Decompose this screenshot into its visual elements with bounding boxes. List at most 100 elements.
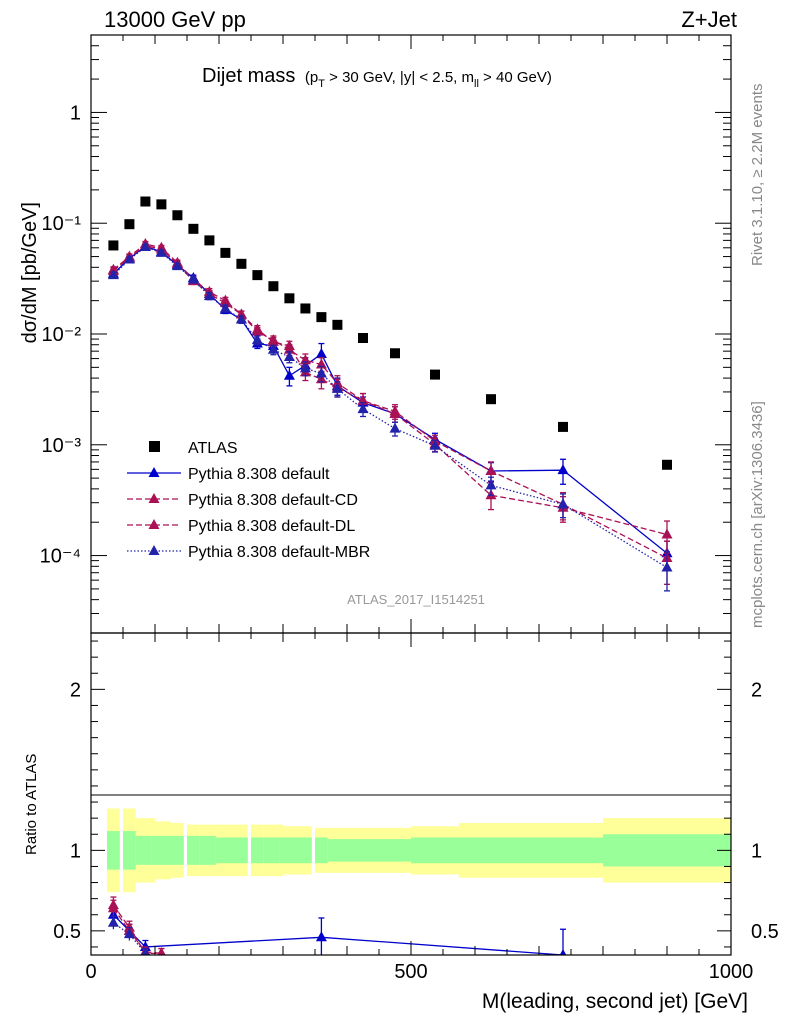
- x-tick-label: 0: [85, 961, 96, 983]
- main-panel: 1 10⁻¹ 10⁻² 10⁻³ 10⁻⁴: [40, 34, 732, 634]
- legend: ATLAS Pythia 8.308 default Pythia 8.308 de…: [127, 440, 370, 561]
- ratio-y-tick-label: 0.5: [53, 921, 81, 943]
- data-point: [155, 246, 167, 257]
- legend-item: Pythia 8.308 default-DL: [127, 518, 355, 535]
- uncertainty-band-inner: [379, 839, 411, 862]
- data-point: [284, 293, 295, 304]
- data-point: [204, 235, 215, 246]
- data-point: [107, 269, 119, 280]
- uncertainty-band-inner: [459, 837, 523, 864]
- data-point: [429, 439, 441, 450]
- uncertainty-band-inner: [263, 837, 283, 864]
- legend-label: Pythia 8.308 default-MBR: [188, 544, 370, 561]
- data-point: [486, 394, 496, 405]
- data-point: [267, 343, 279, 354]
- data-point: [661, 561, 673, 572]
- data-point: [139, 240, 151, 251]
- ratio-series-2: [107, 896, 166, 955]
- rivet-label: Rivet 3.1.10, ≥ 2.2M events: [749, 84, 766, 267]
- ratio-point: [157, 947, 166, 955]
- y-tick-label: 10⁻³: [42, 435, 82, 457]
- uncertainty-band-inner: [107, 831, 120, 870]
- data-point: [315, 347, 327, 358]
- ratio-frame: [90, 632, 732, 956]
- title-cut-1: (p: [305, 69, 318, 86]
- data-point: [188, 223, 199, 234]
- ratio-y-tick-label: 2: [70, 679, 81, 701]
- legend-label: Pythia 8.308 default-CD: [188, 492, 358, 509]
- chart-title-main: Dijet mass: [202, 65, 295, 87]
- data-point: [172, 210, 183, 221]
- x-tick-label: 500: [394, 961, 427, 983]
- x-axis-label: M(leading, second jet) [GeV]: [482, 990, 748, 1013]
- data-point: [315, 367, 327, 378]
- data-point: [316, 312, 327, 323]
- uncertainty-band-inner: [347, 839, 379, 862]
- title-cut-1-sub: T: [318, 78, 325, 90]
- data-point: [389, 422, 401, 433]
- data-point: [220, 247, 231, 258]
- data-point: [124, 219, 135, 230]
- analysis-tag: ATLAS_2017_I1514251: [347, 592, 485, 607]
- uncertainty-band-inner: [151, 835, 171, 865]
- data-point: [187, 273, 199, 284]
- uncertainty-band-inner: [523, 837, 603, 864]
- ratio-y-tick-label: 1: [70, 840, 81, 862]
- ratio-y-tick-label-right: 2: [751, 679, 762, 701]
- data-point: [219, 302, 231, 313]
- uncertainty-band-inner: [171, 835, 184, 865]
- data-point: [252, 270, 263, 281]
- ratio-series-4: [107, 915, 150, 955]
- uncertainty-band-inner: [327, 839, 347, 862]
- y-tick-label: 10⁻⁴: [40, 546, 81, 568]
- uncertainty-band-inner: [235, 837, 248, 864]
- data-point: [268, 281, 279, 292]
- series-line: [112, 243, 668, 536]
- legend-item: Pythia 8.308 default-CD: [127, 492, 358, 509]
- ratio-line: [112, 914, 564, 955]
- x-tick-label: 1000: [709, 961, 754, 983]
- legend-marker: [148, 493, 160, 503]
- ratio-point: [559, 949, 567, 955]
- y-axis-label: dσ/dM [pb/GeV]: [19, 202, 41, 343]
- ratio-y-tick-label-right: 0.5: [751, 921, 779, 943]
- data-point: [485, 479, 497, 490]
- y-tick-label: 1: [70, 102, 81, 124]
- legend-label: ATLAS: [188, 440, 238, 457]
- legend-marker: [148, 467, 160, 477]
- ratio-line: [112, 907, 162, 955]
- data-point: [299, 362, 311, 373]
- uncertainty-band-inner: [411, 837, 459, 864]
- data-point: [156, 199, 167, 210]
- series-atlas: [108, 196, 672, 470]
- series-line: [112, 244, 668, 559]
- y-tick-label: 10⁻¹: [42, 213, 82, 235]
- data-point: [357, 403, 369, 414]
- legend-marker: [148, 519, 160, 529]
- ratio-panel: 0 500 1000 0.5 0.5 1 1 2 2: [53, 632, 779, 983]
- data-point: [300, 303, 311, 314]
- data-point: [108, 240, 119, 251]
- ratio-line: [113, 922, 146, 954]
- ratio-point: [107, 902, 119, 913]
- chart-title: Dijet mass (pT > 30 GeV, |y| < 2.5, mll …: [202, 65, 552, 90]
- legend-marker: [148, 545, 160, 555]
- uncertainty-band-inner: [123, 831, 136, 870]
- legend-item: Pythia 8.308 default-MBR: [127, 544, 370, 561]
- data-point: [203, 290, 215, 301]
- data-point: [283, 369, 295, 380]
- uncertainty-band-inner: [187, 835, 200, 865]
- header-right: Z+Jet: [681, 7, 737, 32]
- uncertainty-band-inner: [199, 835, 219, 865]
- data-point: [661, 528, 673, 539]
- data-point: [171, 260, 183, 271]
- legend-item: ATLAS: [149, 440, 238, 457]
- uncertainty-band-inner: [215, 837, 235, 864]
- data-point: [332, 319, 343, 330]
- ratio-series-3: [107, 899, 166, 955]
- data-point: [123, 253, 135, 264]
- title-cut-2: > 30 GeV, |y| < 2.5, m: [325, 69, 474, 86]
- title-cut-3: > 40 GeV): [479, 69, 552, 86]
- uncertainty-band-inner: [135, 835, 155, 865]
